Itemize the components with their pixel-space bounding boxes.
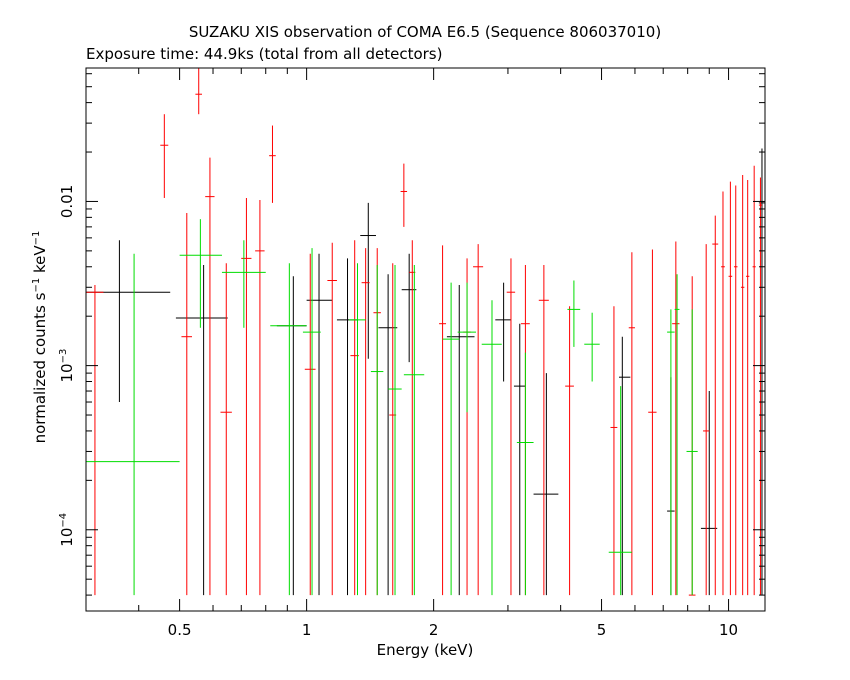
- data-point: [388, 265, 402, 596]
- y-axis-label-main: normalized counts s: [31, 292, 49, 443]
- data-point: [746, 180, 750, 596]
- y-tick-exponent: −3: [58, 349, 69, 364]
- data-point: [481, 300, 502, 596]
- data-point: [255, 200, 265, 596]
- data-point: [302, 248, 321, 596]
- data-point: [442, 282, 460, 596]
- data-point: [205, 157, 215, 596]
- data-point: [758, 177, 762, 596]
- data-point: [672, 241, 680, 596]
- data-point: [457, 282, 476, 413]
- data-point: [269, 125, 276, 203]
- data-point: [304, 253, 316, 596]
- y-axis-label-sup2: −1: [31, 231, 42, 246]
- data-point: [181, 213, 193, 596]
- data-point: [270, 263, 307, 596]
- data-point: [567, 280, 581, 347]
- data-point: [667, 309, 675, 596]
- data-point: [195, 68, 203, 115]
- data-point: [686, 309, 698, 596]
- data-point: [674, 274, 680, 596]
- data-point: [403, 265, 425, 596]
- data-point: [220, 263, 232, 596]
- data-point: [565, 306, 574, 596]
- y-axis-label-sup1: −1: [31, 278, 42, 293]
- x-axis-label: Energy (keV): [377, 641, 474, 659]
- data-point: [516, 352, 534, 596]
- data-point: [160, 114, 169, 198]
- data-point: [370, 265, 384, 596]
- y-tick-label: 10−3: [58, 349, 76, 383]
- data-point: [740, 174, 745, 596]
- y-tick-mantissa: 10: [58, 363, 76, 382]
- data-point: [179, 219, 222, 328]
- y-tick-exponent: −4: [58, 513, 69, 528]
- x-tick-label: 2: [429, 621, 439, 639]
- data-point: [538, 265, 549, 596]
- data-point: [360, 202, 376, 359]
- data-point: [513, 323, 526, 596]
- data-point: [361, 248, 370, 596]
- chart-title: SUZAKU XIS observation of COMA E6.5 (Seq…: [189, 23, 661, 41]
- series-2: [86, 219, 698, 596]
- data-point: [733, 185, 738, 596]
- x-tick-label: 1: [302, 621, 312, 639]
- x-tick-label: 0.5: [168, 621, 192, 639]
- data-point: [608, 386, 632, 596]
- data-point: [473, 244, 484, 596]
- data-point: [86, 253, 180, 596]
- data-point: [628, 252, 635, 596]
- data-point: [506, 258, 516, 596]
- data-point: [712, 215, 719, 596]
- chart-subtitle: Exposure time: 44.9ks (total from all de…: [86, 45, 442, 63]
- data-point: [221, 240, 266, 328]
- data-point: [758, 148, 765, 596]
- y-axis-label: normalized counts s−1 keV−1: [31, 231, 49, 444]
- data-point: [175, 265, 228, 596]
- data-point: [703, 244, 710, 596]
- data-point: [378, 274, 398, 596]
- y-tick-mantissa: 0.01: [58, 185, 76, 218]
- data-point: [728, 181, 733, 596]
- data-point: [439, 245, 447, 596]
- data-point: [306, 253, 333, 596]
- data-point: [584, 312, 600, 382]
- data-point: [348, 263, 366, 596]
- data-layer: [86, 68, 765, 596]
- data-point: [86, 284, 104, 596]
- data-point: [610, 306, 618, 596]
- x-tick-label: 10: [719, 621, 738, 639]
- plot-frame: [85, 67, 766, 612]
- data-point: [241, 197, 252, 596]
- data-point: [721, 191, 725, 596]
- data-point: [700, 391, 718, 596]
- data-point: [495, 282, 511, 382]
- y-tick-label: 10−4: [58, 513, 76, 547]
- y-tick-label: 0.01: [58, 185, 76, 218]
- series-1: [86, 68, 762, 596]
- y-axis-label-mid: keV: [31, 245, 49, 278]
- data-point: [648, 249, 657, 596]
- data-point: [752, 165, 756, 596]
- data-point: [533, 373, 559, 596]
- x-tick-label: 5: [597, 621, 607, 639]
- data-point: [327, 242, 337, 596]
- y-tick-mantissa: 10: [58, 528, 76, 547]
- data-point: [400, 163, 408, 227]
